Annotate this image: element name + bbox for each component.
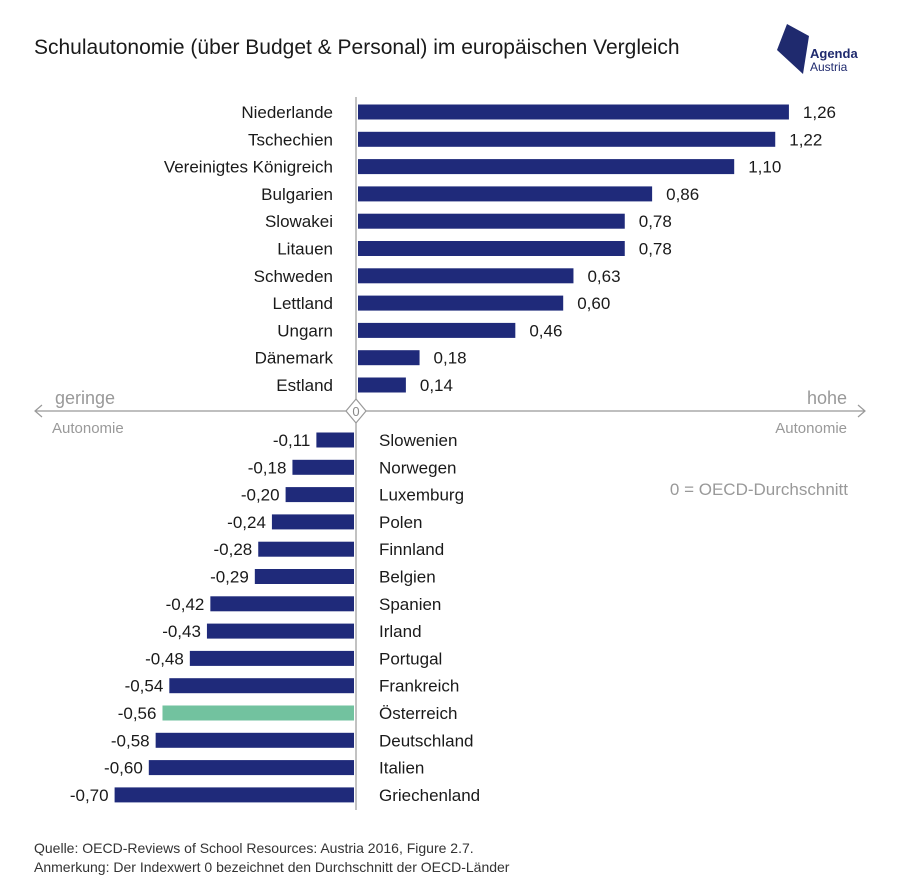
axis-left-label-bottom: Autonomie [52, 420, 124, 437]
value-label: -0,29 [210, 568, 249, 587]
logo-text-agenda: Agenda [810, 46, 858, 61]
value-label: -0,28 [213, 540, 252, 559]
zero-marker-icon [345, 398, 367, 424]
category-label: Polen [379, 513, 422, 532]
bar [358, 350, 420, 366]
axis-left-label-top: geringe [55, 388, 115, 408]
value-label: -0,11 [273, 431, 311, 450]
bar [358, 241, 625, 256]
bar [271, 514, 354, 530]
footnote: Anmerkung: Der Indexwert 0 bezeichnet de… [34, 859, 510, 875]
value-label: 0,14 [420, 376, 453, 395]
category-label: Norwegen [379, 458, 457, 477]
value-label: -0,70 [70, 786, 109, 805]
category-label: Estland [276, 376, 333, 395]
zero-label: 0 [352, 404, 359, 419]
value-label: -0,48 [145, 649, 184, 668]
category-label: Vereinigtes Königreich [164, 158, 333, 177]
value-label: 0,86 [666, 185, 699, 204]
category-label: Österreich [379, 704, 457, 723]
left-arrow-icon [34, 404, 43, 418]
bar [358, 377, 406, 393]
category-label: Dänemark [255, 349, 334, 368]
bar [210, 596, 354, 612]
value-label: 1,22 [789, 130, 822, 149]
bar [206, 623, 354, 639]
bar [358, 104, 789, 120]
bar-chart: 0 geringe Autonomie hohe Autonomie 0 = OECD-D… [34, 97, 866, 810]
category-label: Frankreich [379, 677, 459, 696]
source-note: Quelle: OECD-Reviews of School Resources… [34, 840, 474, 856]
bar [169, 678, 354, 694]
value-label: -0,43 [162, 622, 201, 641]
agenda-austria-logo-icon [777, 24, 809, 74]
category-label: Litauen [277, 240, 333, 259]
category-label: Tschechien [248, 130, 333, 149]
value-label: -0,42 [166, 595, 205, 614]
bar [358, 131, 776, 147]
value-label: -0,60 [104, 759, 143, 778]
bar [155, 732, 354, 748]
category-label: Ungarn [277, 321, 333, 340]
value-label: -0,58 [111, 731, 150, 750]
bar [358, 268, 574, 284]
bar [292, 459, 354, 475]
bar [358, 213, 625, 229]
value-label: 0,63 [587, 267, 620, 286]
axis-right-label-top: hohe [807, 388, 847, 408]
bar [258, 541, 354, 557]
bar [358, 186, 653, 202]
category-label: Slowakei [265, 212, 333, 231]
value-label: -0,56 [118, 704, 157, 723]
category-label: Irland [379, 622, 422, 641]
right-arrow-icon [857, 404, 866, 418]
category-label: Deutschland [379, 731, 474, 750]
bar [162, 705, 354, 721]
value-label: -0,24 [227, 513, 266, 532]
value-label: -0,18 [248, 458, 287, 477]
category-label: Spanien [379, 595, 441, 614]
category-label: Schweden [254, 267, 333, 286]
category-label: Niederlande [241, 103, 333, 122]
bar [358, 295, 564, 311]
category-label: Bulgarien [261, 185, 333, 204]
value-label: 0,78 [639, 240, 672, 259]
category-label: Luxemburg [379, 486, 464, 505]
bar [358, 159, 735, 175]
category-label: Belgien [379, 568, 436, 587]
axis-right-label-bottom: Autonomie [775, 420, 847, 437]
value-label: 0,60 [577, 294, 610, 313]
bar [254, 569, 354, 584]
value-label: 1,10 [748, 158, 781, 177]
category-label: Lettland [273, 294, 334, 313]
chart-title: Schulautonomie (über Budget & Personal) … [34, 36, 680, 59]
value-label: 1,26 [803, 103, 836, 122]
value-label: 0,46 [529, 321, 562, 340]
bar [148, 760, 354, 776]
value-label: 0,78 [639, 212, 672, 231]
value-label: 0,18 [434, 349, 467, 368]
bar [316, 432, 354, 448]
logo-text-austria: Austria [810, 60, 848, 74]
bar [358, 322, 516, 338]
category-label: Griechenland [379, 786, 480, 805]
value-label: -0,20 [241, 486, 280, 505]
bar [114, 787, 354, 803]
category-label: Portugal [379, 649, 442, 668]
category-label: Finnland [379, 540, 444, 559]
bar [285, 487, 354, 503]
oecd-average-note: 0 = OECD-Durchschnitt [670, 480, 848, 499]
value-label: -0,54 [125, 677, 164, 696]
bar [189, 650, 354, 666]
category-label: Italien [379, 759, 424, 778]
category-label: Slowenien [379, 431, 457, 450]
